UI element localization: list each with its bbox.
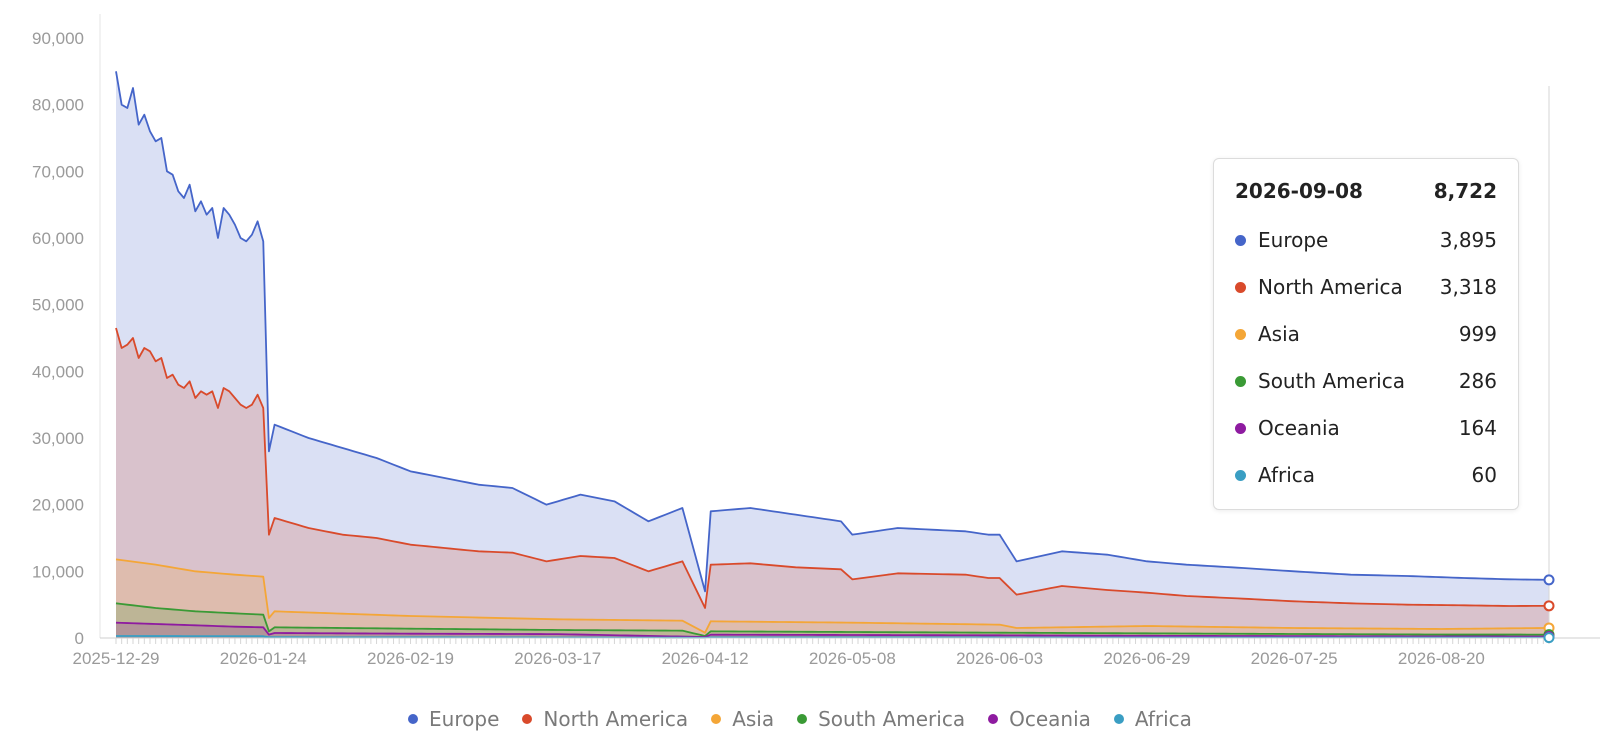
legend-label: Asia [732,707,775,731]
x-tick-label: 2026-07-25 [1251,649,1338,668]
legend-dot [797,714,808,724]
legend-label: Africa [1134,707,1192,731]
x-tick-label: 2025-12-29 [73,649,160,668]
tooltip-row-value: 164 [1458,416,1497,440]
tooltip-row-value: 999 [1458,322,1497,346]
tooltip-row-north-america: North America 3,318 [1235,273,1497,301]
legend-dot [988,714,999,724]
tooltip-row-label: North America [1258,275,1403,299]
marker-north-america [1543,600,1555,612]
line-asia [115,558,1550,634]
marker-europe [1543,574,1555,586]
tooltip-row-oceania: Oceania 164 [1235,414,1497,442]
legend-item-africa[interactable]: Africa [1113,707,1192,731]
tooltip-header: 2026-09-08 8,722 [1235,179,1497,207]
tooltip-row-value: 60 [1471,463,1497,487]
tooltip-row-label: South America [1258,369,1405,393]
marker-africa [1543,632,1555,644]
hover-markers [1543,86,1555,644]
tooltip-row-label: Europe [1258,228,1329,252]
x-tick-label: 2026-05-08 [809,649,896,668]
x-axis: 2025-12-29 2026-01-24 2026-02-19 2026-03-17… [73,637,1600,668]
legend-item-south-america[interactable]: South America [797,707,965,731]
legend-dot [1113,714,1124,724]
tooltip-row-europe: Europe 3,895 [1235,226,1497,254]
legend-item-europe[interactable]: Europe [408,707,499,731]
y-axis: 0 10,000 20,000 30,000 40,000 50,000 60,000 70,… [32,14,1550,648]
y-tick-label: 80,000 [32,96,84,115]
tooltip-row-asia: Asia 999 [1235,320,1497,348]
tooltip-row-label: Oceania [1258,416,1340,440]
tooltip: 2026-09-08 8,722 Europe 3,895 North Amer… [1213,158,1519,510]
tooltip-total: 8,722 [1433,179,1497,203]
legend-label: Oceania [1009,707,1091,731]
y-tick-label: 70,000 [32,162,84,181]
legend-item-asia[interactable]: Asia [711,707,774,731]
y-tick-label: 90,000 [32,29,84,48]
tooltip-dot [1235,328,1246,340]
y-tick-label: 20,000 [32,496,84,515]
tooltip-dot [1235,281,1246,293]
x-tick-label: 2026-03-17 [514,649,601,668]
x-tick-label: 2026-08-20 [1398,649,1485,668]
y-tick-label: 30,000 [32,429,84,448]
legend-item-north-america[interactable]: North America [522,707,688,731]
tooltip-row-value: 3,895 [1439,228,1497,252]
x-tick-label: 2026-01-24 [220,649,307,668]
tooltip-row-value: 286 [1458,369,1497,393]
line-europe [115,71,1550,593]
legend: Europe North America Asia South America … [0,705,1600,733]
tooltip-date: 2026-09-08 [1235,179,1363,203]
tooltip-row-label: Africa [1258,463,1316,487]
x-tick-label: 2026-06-29 [1103,649,1190,668]
legend-dot [711,714,722,724]
y-tick-label: 50,000 [32,296,84,315]
y-tick-label: 40,000 [32,362,84,381]
y-tick-label: 60,000 [32,229,84,248]
legend-item-oceania[interactable]: Oceania [988,707,1091,731]
x-tick-label: 2026-04-12 [662,649,749,668]
tooltip-row-label: Asia [1258,322,1300,346]
tooltip-row-africa: Africa 60 [1235,461,1497,489]
tooltip-row-south-america: South America 286 [1235,367,1497,395]
tooltip-row-value: 3,318 [1439,275,1497,299]
x-tick-label: 2026-06-03 [956,649,1043,668]
legend-label: South America [818,707,966,731]
legend-dot [408,714,419,724]
x-tick-label: 2026-02-19 [367,649,454,668]
legend-label: North America [543,707,689,731]
tooltip-dot [1235,234,1246,246]
tooltip-dot [1235,469,1246,481]
line-north-america [115,327,1550,609]
legend-label: Europe [429,707,500,731]
legend-dot [522,714,533,724]
line-oceania [115,621,1550,638]
area-north-america [116,328,1549,638]
tooltip-dot [1235,422,1246,434]
line-south-america [115,602,1549,637]
y-tick-label: 0 [75,629,84,648]
series-lines [115,71,1550,639]
tooltip-dot [1235,375,1246,387]
area-europe [116,71,1549,638]
y-tick-label: 10,000 [32,562,84,581]
